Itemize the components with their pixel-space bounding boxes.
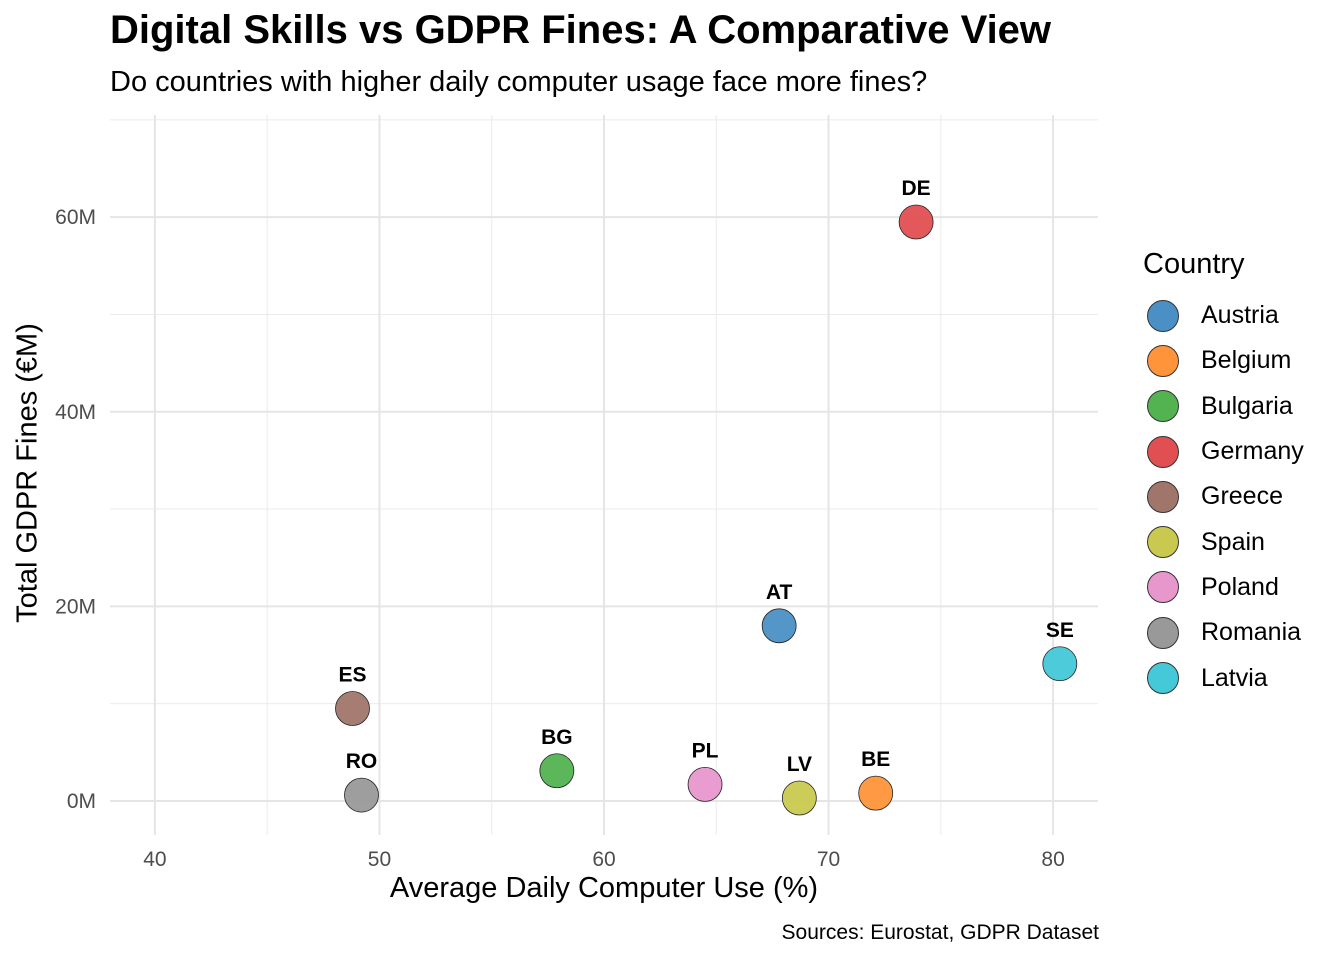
tick-labels: 40 50 60 70 80 0M 20M 40M 60M	[55, 206, 1065, 871]
data-point-ro	[344, 777, 379, 813]
data-point-se	[1042, 646, 1078, 682]
legend-swatch	[1147, 616, 1179, 649]
legend-swatch	[1147, 480, 1179, 513]
legend-swatch	[1147, 662, 1179, 695]
point-label-es: ES	[339, 664, 367, 687]
y-tick-label: 40M	[55, 401, 96, 424]
point-label-se: SE	[1046, 619, 1074, 642]
legend-label: Germany	[1201, 437, 1304, 466]
data-point-lv	[781, 780, 817, 816]
x-tick-label: 70	[817, 848, 840, 871]
point-labels: AT BE BG DE ES LV PL RO SE	[339, 177, 1074, 776]
x-tick-label: 60	[592, 848, 615, 871]
point-label-pl: PL	[692, 739, 719, 762]
chart-subtitle: Do countries with higher daily computer …	[110, 66, 928, 98]
data-point-de	[898, 204, 934, 240]
y-tick-label: 20M	[55, 595, 96, 618]
legend-item: Greece	[1143, 474, 1304, 519]
legend-item: Belgium	[1143, 338, 1304, 383]
x-tick-label: 80	[1041, 848, 1064, 871]
data-point-pl	[687, 767, 723, 802]
legend-item: Bulgaria	[1143, 384, 1304, 429]
y-axis-title: Total GDPR Fines (€M)	[11, 323, 44, 623]
legend-label: Spain	[1201, 527, 1265, 556]
legend-swatch	[1147, 435, 1179, 468]
legend-label: Latvia	[1201, 663, 1268, 692]
grid-lines	[110, 115, 1098, 835]
y-tick-label: 60M	[55, 206, 96, 229]
legend-label: Poland	[1201, 572, 1279, 601]
legend-title: Country	[1143, 248, 1245, 280]
legend-item: Romania	[1143, 610, 1304, 655]
legend-label: Greece	[1201, 482, 1283, 511]
legend-item: Germany	[1143, 429, 1304, 474]
legend-label: Belgium	[1201, 346, 1292, 375]
data-point-es	[335, 691, 370, 726]
data-point-at	[761, 608, 797, 644]
x-tick-label: 50	[368, 848, 391, 871]
chart-title: Digital Skills vs GDPR Fines: A Comparat…	[110, 8, 1052, 52]
legend-label: Romania	[1201, 618, 1302, 647]
x-axis-title: Average Daily Computer Use (%)	[389, 872, 819, 904]
legend-item: Poland	[1143, 565, 1304, 610]
legend-items: Austria Belgium Bulgaria Germany Greece Spain…	[1143, 293, 1304, 701]
legend-swatch	[1147, 571, 1179, 604]
data-point-bg	[539, 753, 575, 789]
legend-swatch	[1147, 344, 1179, 377]
legend-item: Austria	[1143, 293, 1304, 338]
point-label-be: BE	[861, 748, 890, 771]
legend-swatch	[1147, 390, 1179, 423]
y-tick-label: 0M	[67, 790, 96, 813]
data-points	[335, 204, 1078, 816]
legend-item: Spain	[1143, 519, 1304, 564]
chart-caption: Sources: Eurostat, GDPR Dataset	[781, 921, 1099, 944]
point-label-at: AT	[766, 581, 793, 604]
legend-swatch	[1147, 526, 1179, 559]
point-label-de: DE	[902, 177, 931, 200]
legend-label: Bulgaria	[1201, 391, 1293, 420]
legend-swatch	[1147, 299, 1179, 332]
legend: Country Austria Belgium Bulgaria Germany Gre…	[1143, 248, 1304, 701]
legend-item: Latvia	[1143, 655, 1304, 700]
x-tick-label: 40	[143, 848, 166, 871]
point-label-ro: RO	[346, 750, 378, 773]
legend-label: Austria	[1201, 301, 1279, 330]
point-label-bg: BG	[541, 726, 573, 749]
data-point-be	[858, 775, 894, 811]
point-label-lv: LV	[787, 753, 812, 776]
